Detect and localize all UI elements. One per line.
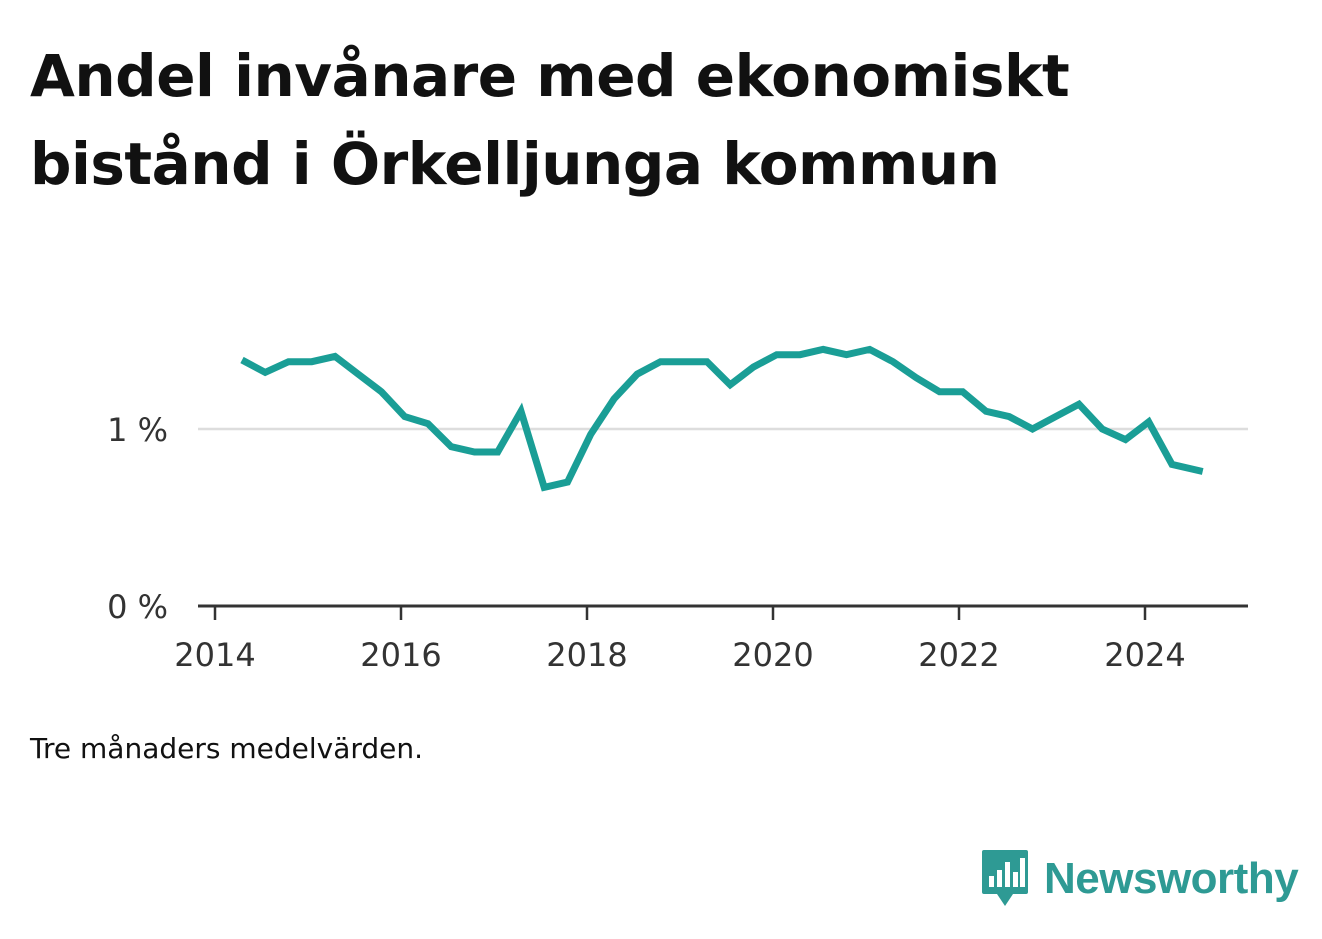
data-point bbox=[239, 357, 245, 363]
newsworthy-logo-icon bbox=[982, 850, 1028, 906]
data-point bbox=[332, 353, 338, 359]
x-tick-label: 2020 bbox=[732, 636, 813, 674]
data-point bbox=[844, 352, 850, 358]
data-point bbox=[588, 431, 594, 437]
series-line bbox=[240, 345, 1204, 492]
data-point bbox=[1200, 469, 1206, 475]
data-point bbox=[1030, 426, 1036, 432]
data-point bbox=[541, 484, 547, 490]
data-point bbox=[867, 346, 873, 352]
data-point bbox=[658, 359, 664, 365]
x-tick-label: 2016 bbox=[360, 636, 441, 674]
data-point bbox=[1076, 401, 1082, 407]
data-point bbox=[727, 382, 733, 388]
data-point bbox=[309, 359, 315, 365]
series-layer bbox=[239, 345, 1206, 492]
data-point bbox=[495, 449, 501, 455]
tick-label-layer: 0 % 1 % 2014 2016 2018 2020 2022 2024 bbox=[107, 411, 1186, 674]
x-tick-label: 2014 bbox=[174, 636, 255, 674]
data-point bbox=[937, 389, 943, 395]
data-point bbox=[611, 396, 617, 402]
axis-layer bbox=[198, 604, 1248, 620]
data-point bbox=[774, 352, 780, 358]
line-chart: 0 % 1 % 2014 2016 2018 2020 2022 2024 bbox=[107, 345, 1248, 674]
data-point bbox=[634, 371, 640, 377]
x-tick-label: 2022 bbox=[918, 636, 999, 674]
data-point bbox=[1099, 426, 1105, 432]
data-point bbox=[681, 359, 687, 365]
data-point bbox=[355, 371, 361, 377]
data-point bbox=[820, 346, 826, 352]
data-point bbox=[913, 375, 919, 381]
y-tick-label: 1 % bbox=[107, 411, 168, 449]
y-tick-label: 0 % bbox=[107, 588, 168, 626]
data-point bbox=[1123, 437, 1129, 443]
data-point bbox=[518, 408, 524, 414]
data-point bbox=[286, 359, 292, 365]
data-point bbox=[1006, 414, 1012, 420]
data-point bbox=[1146, 419, 1152, 425]
x-tick-label: 2018 bbox=[546, 636, 627, 674]
data-point bbox=[1169, 461, 1175, 467]
data-point bbox=[425, 421, 431, 427]
chart-title: Andel invånare med ekonomiskt bistånd i … bbox=[30, 42, 1070, 198]
data-point bbox=[262, 369, 268, 375]
data-point bbox=[890, 359, 896, 365]
data-point bbox=[472, 449, 478, 455]
footnote: Tre månaders medelvärden. bbox=[30, 732, 424, 765]
data-point bbox=[704, 359, 710, 365]
data-point bbox=[448, 444, 454, 450]
x-tick-label: 2024 bbox=[1104, 636, 1185, 674]
data-point bbox=[379, 389, 385, 395]
data-point bbox=[402, 414, 408, 420]
data-point bbox=[797, 352, 803, 358]
data-point bbox=[1053, 414, 1059, 420]
brand-logo[interactable]: Newsworthy bbox=[980, 848, 1299, 910]
data-point bbox=[751, 364, 757, 370]
data-point bbox=[983, 408, 989, 414]
data-point bbox=[960, 389, 966, 395]
data-point bbox=[565, 479, 571, 485]
brand-name: Newsworthy bbox=[1044, 854, 1299, 903]
